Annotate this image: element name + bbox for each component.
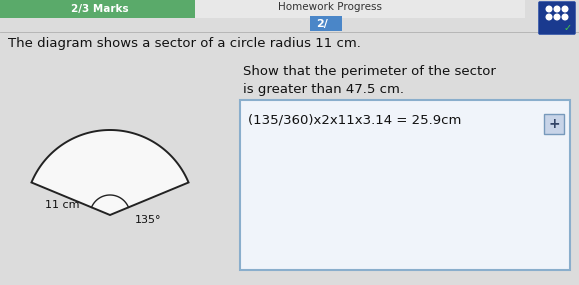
Circle shape xyxy=(546,6,552,12)
FancyBboxPatch shape xyxy=(195,0,525,18)
Text: Show that the perimeter of the sector: Show that the perimeter of the sector xyxy=(243,66,496,78)
Text: +: + xyxy=(548,117,560,131)
Text: is greater than 47.5 cm.: is greater than 47.5 cm. xyxy=(243,82,404,95)
Circle shape xyxy=(562,6,568,12)
FancyBboxPatch shape xyxy=(310,16,342,31)
Text: 135°: 135° xyxy=(135,215,161,225)
Circle shape xyxy=(562,14,568,20)
FancyBboxPatch shape xyxy=(538,1,576,34)
Text: ✓: ✓ xyxy=(564,23,572,33)
Text: (135/360)x2x11x3.14 = 25.9cm: (135/360)x2x11x3.14 = 25.9cm xyxy=(248,113,461,127)
Text: 2/3 Marks: 2/3 Marks xyxy=(71,4,129,14)
FancyBboxPatch shape xyxy=(0,0,195,18)
Circle shape xyxy=(554,6,560,12)
Polygon shape xyxy=(31,130,189,215)
Text: Homework Progress: Homework Progress xyxy=(278,2,382,12)
Circle shape xyxy=(546,14,552,20)
FancyBboxPatch shape xyxy=(544,114,564,134)
Text: The diagram shows a sector of a circle radius 11 cm.: The diagram shows a sector of a circle r… xyxy=(8,38,361,50)
Circle shape xyxy=(554,14,560,20)
FancyBboxPatch shape xyxy=(240,100,570,270)
Text: 11 cm: 11 cm xyxy=(45,200,79,210)
Text: 2/: 2/ xyxy=(316,19,328,29)
